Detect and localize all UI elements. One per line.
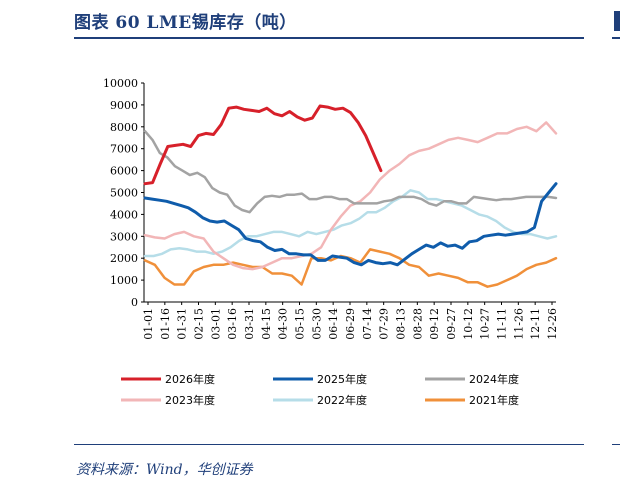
chart-legend: 2026年度 2025年度 2024年度 2023年度 2022年度 2021年度 bbox=[121, 372, 519, 407]
chart-series-lines bbox=[143, 104, 558, 288]
next-panel-edge bbox=[614, 11, 620, 31]
x-tick-label: 10-12 bbox=[462, 308, 475, 340]
x-tick-label: 01-01 bbox=[142, 308, 155, 340]
x-tick-label: 04-30 bbox=[277, 308, 290, 340]
x-tick-label: 03-01 bbox=[209, 308, 222, 340]
y-tick-label: 6000 bbox=[110, 165, 138, 178]
x-tick-label: 07-29 bbox=[378, 308, 391, 340]
legend-label-2026: 2026年度 bbox=[165, 372, 215, 386]
x-tick-label: 11-11 bbox=[496, 308, 509, 340]
x-tick-label: 06-29 bbox=[344, 308, 357, 340]
series-line-2026 bbox=[143, 104, 383, 186]
x-tick-label: 09-12 bbox=[428, 308, 441, 340]
legend-label-2025: 2025年度 bbox=[317, 372, 367, 386]
x-tick-label: 11-26 bbox=[512, 308, 525, 340]
series-line-2021 bbox=[143, 248, 558, 288]
footer-rule bbox=[74, 444, 584, 445]
x-tick-label: 06-14 bbox=[327, 308, 340, 340]
x-tick-label: 10-27 bbox=[479, 308, 492, 340]
legend-label-2023: 2023年度 bbox=[165, 393, 215, 407]
x-tick-label: 01-31 bbox=[176, 308, 189, 340]
series-line-2022 bbox=[143, 189, 558, 258]
x-tick-label: 04-15 bbox=[260, 308, 273, 340]
next-panel-rule bbox=[612, 37, 620, 39]
x-tick-label: 08-28 bbox=[411, 308, 424, 340]
x-tick-label: 01-16 bbox=[159, 308, 172, 340]
y-tick-label: 9000 bbox=[110, 99, 138, 112]
series-line-2025 bbox=[143, 182, 558, 267]
y-tick-label: 8000 bbox=[110, 121, 138, 134]
page-title: 图表 60 LME锡库存（吨） bbox=[74, 13, 297, 33]
legend-label-2022: 2022年度 bbox=[317, 393, 367, 407]
x-tick-label: 03-16 bbox=[226, 308, 239, 340]
y-tick-label: 7000 bbox=[110, 143, 138, 156]
x-tick-label: 05-30 bbox=[310, 308, 323, 340]
x-tick-label: 12-11 bbox=[529, 308, 542, 340]
y-tick-label: 5000 bbox=[110, 187, 138, 200]
chart-axes: 0 1000 2000 3000 4000 5000 6000 7000 8000 9000 100… bbox=[103, 77, 559, 340]
y-tick-label: 10000 bbox=[103, 77, 138, 90]
series-line-2024 bbox=[143, 129, 558, 214]
y-tick-label: 4000 bbox=[110, 208, 138, 221]
x-tick-label: 05-15 bbox=[294, 308, 307, 340]
x-tick-label: 12-26 bbox=[546, 308, 559, 340]
x-tick-label: 03-31 bbox=[243, 308, 256, 340]
x-tick-label: 09-27 bbox=[445, 308, 458, 340]
legend-label-2024: 2024年度 bbox=[469, 372, 519, 386]
x-tick-label: 02-15 bbox=[193, 308, 206, 340]
series-line-2023 bbox=[143, 121, 558, 271]
source-note: 资料来源：Wind，华创证券 bbox=[76, 462, 253, 478]
x-tick-label: 08-13 bbox=[395, 308, 408, 340]
legend-label-2021: 2021年度 bbox=[469, 393, 519, 407]
y-tick-label: 1000 bbox=[110, 274, 138, 287]
x-tick-label: 07-14 bbox=[361, 308, 374, 340]
title-rule bbox=[74, 37, 584, 39]
y-tick-label: 2000 bbox=[110, 252, 138, 265]
next-panel-rule-bottom bbox=[612, 444, 620, 445]
y-tick-label: 0 bbox=[131, 296, 138, 309]
y-tick-label: 3000 bbox=[110, 230, 138, 243]
